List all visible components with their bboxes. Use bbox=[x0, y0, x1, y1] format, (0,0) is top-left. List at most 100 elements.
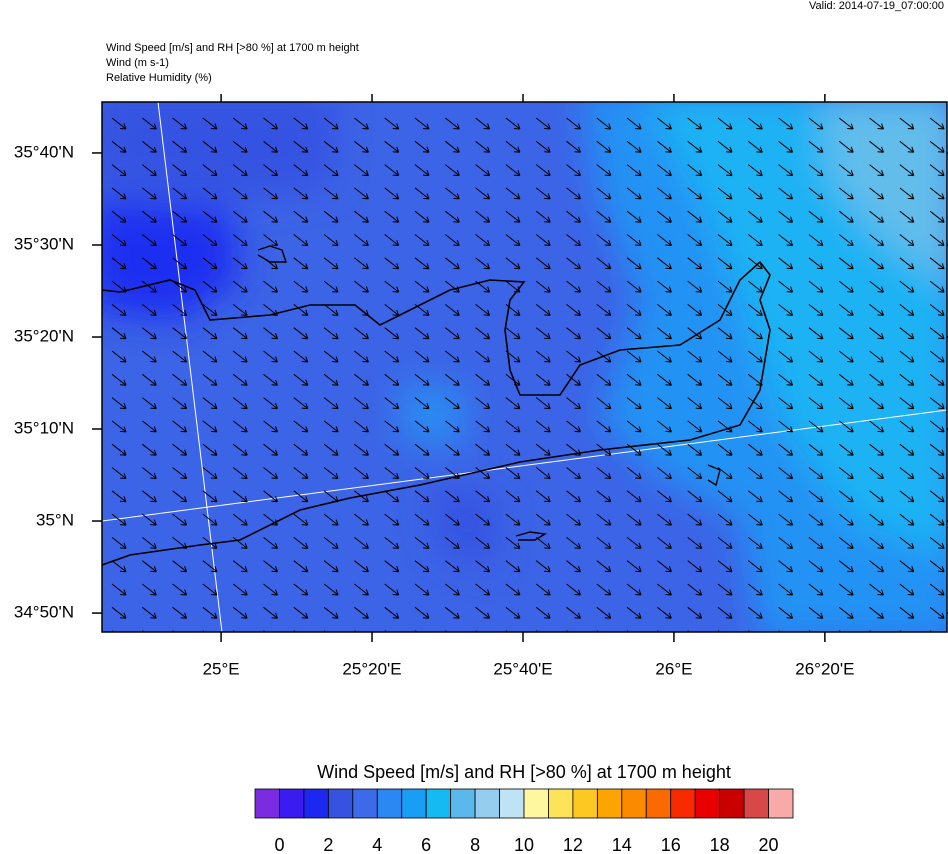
wind-arrow bbox=[899, 257, 915, 270]
wind-arrow bbox=[354, 210, 369, 223]
wind-arrow bbox=[202, 234, 218, 246]
wind-arrow bbox=[869, 164, 884, 177]
wind-arrow bbox=[657, 513, 672, 526]
x-tick-label: 26°E bbox=[655, 659, 692, 678]
wind-arrow bbox=[263, 420, 278, 433]
wind-arrow bbox=[929, 187, 945, 200]
wind-arrow bbox=[838, 420, 854, 433]
wind-arrow bbox=[717, 443, 733, 456]
wind-arrow bbox=[293, 443, 309, 456]
wind-arrow bbox=[899, 420, 915, 433]
wind-arrow bbox=[899, 560, 915, 573]
wind-arrow bbox=[838, 537, 854, 549]
wind-arrow bbox=[869, 350, 884, 363]
wind-arrow bbox=[444, 513, 460, 526]
wind-arrow bbox=[202, 420, 218, 433]
islet bbox=[515, 531, 548, 541]
wind-arrow bbox=[535, 490, 551, 503]
wind-arrow bbox=[323, 187, 339, 200]
wind-arrow bbox=[929, 350, 945, 363]
wind-arrow bbox=[778, 140, 794, 153]
wind-arrow bbox=[384, 443, 400, 456]
wind-arrow bbox=[687, 467, 703, 479]
wind-arrow bbox=[263, 164, 278, 177]
wind-arrow bbox=[657, 560, 672, 573]
wind-arrow bbox=[929, 560, 945, 573]
wind-arrow bbox=[384, 140, 400, 153]
wind-arrow bbox=[535, 373, 551, 386]
wind-arrow bbox=[141, 513, 157, 526]
wind-arrow bbox=[323, 327, 339, 340]
wind-arrow bbox=[232, 560, 248, 573]
wind-arrow bbox=[929, 280, 945, 293]
wind-arrow bbox=[838, 373, 854, 386]
wind-arrow bbox=[808, 140, 824, 153]
wind-arrow bbox=[657, 327, 672, 340]
wind-arrow bbox=[354, 443, 369, 456]
colorbar-box bbox=[376, 788, 403, 819]
wind-arrow bbox=[323, 350, 339, 363]
wind-arrow bbox=[323, 304, 339, 316]
wind-arrow bbox=[232, 606, 248, 619]
wind-arrow bbox=[808, 420, 824, 433]
wind-arrow bbox=[929, 513, 945, 526]
wind-arrow bbox=[566, 560, 581, 573]
colorbar-box bbox=[523, 788, 549, 819]
valid-time: Valid: 2014-07-19_07:00:00 bbox=[809, 0, 944, 12]
wind-arrow bbox=[566, 420, 581, 433]
wind-arrow bbox=[202, 490, 218, 503]
wind-arrow bbox=[111, 257, 127, 270]
wind-arrow bbox=[687, 583, 703, 596]
wind-arrow bbox=[596, 327, 612, 340]
wind-arrow bbox=[232, 467, 248, 479]
wind-arrow bbox=[657, 373, 672, 386]
wind-arrow bbox=[626, 420, 642, 433]
wind-arrow bbox=[778, 490, 794, 503]
wind-arrow bbox=[566, 606, 581, 619]
wind-arrow bbox=[475, 490, 491, 503]
wind-arrow bbox=[717, 490, 733, 503]
wind-arrow bbox=[535, 187, 551, 200]
wind-arrow bbox=[323, 234, 339, 246]
wind-arrow bbox=[566, 537, 581, 549]
wind-arrow bbox=[111, 467, 127, 479]
wind-arrow bbox=[232, 304, 248, 316]
wind-arrow bbox=[414, 350, 430, 363]
wind-arrow bbox=[929, 606, 945, 619]
y-tick-label: 35°10'N bbox=[14, 418, 74, 437]
wind-arrow bbox=[899, 397, 915, 410]
wind-arrow bbox=[869, 443, 884, 456]
wind-arrow bbox=[202, 210, 218, 223]
wind-arrow bbox=[263, 583, 278, 596]
wind-arrow bbox=[808, 560, 824, 573]
wind-arrow bbox=[323, 210, 339, 223]
wind-arrow bbox=[808, 234, 824, 246]
wind-arrow bbox=[535, 210, 551, 223]
wind-arrow bbox=[808, 537, 824, 549]
wind-arrow bbox=[232, 350, 248, 363]
wind-arrow bbox=[778, 467, 794, 479]
wind-arrow bbox=[747, 513, 763, 526]
wind-arrow bbox=[293, 350, 309, 363]
colorbar-box bbox=[352, 788, 378, 819]
colorbar-label: 20 bbox=[759, 835, 779, 854]
wind-arrow bbox=[717, 164, 733, 177]
wind-arrow bbox=[778, 164, 794, 177]
wind-arrow bbox=[717, 187, 733, 200]
wind-arrow bbox=[111, 140, 127, 153]
wind-arrow bbox=[687, 187, 703, 200]
wind-arrows bbox=[111, 117, 945, 632]
wind-arrow bbox=[717, 140, 733, 153]
wind-arrow bbox=[141, 490, 157, 503]
y-tick-label: 34°50'N bbox=[14, 603, 74, 622]
wind-arrow bbox=[323, 513, 339, 526]
wind-arrow bbox=[687, 490, 703, 503]
wind-arrow bbox=[354, 606, 369, 619]
wind-arrow bbox=[778, 560, 794, 573]
wind-arrow bbox=[444, 257, 460, 270]
wind-arrow bbox=[566, 443, 581, 456]
wind-arrow bbox=[111, 164, 127, 177]
colorbar-label: 12 bbox=[563, 835, 583, 854]
wind-arrow bbox=[747, 234, 763, 246]
wind-arrow bbox=[657, 234, 672, 246]
